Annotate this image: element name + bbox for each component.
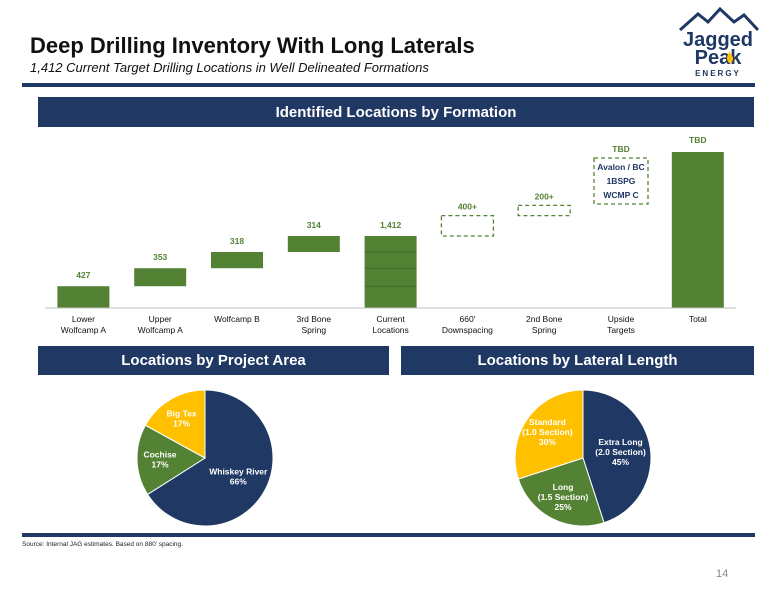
formation-chart-banner: Identified Locations by Formation xyxy=(38,97,754,127)
page-number: 14 xyxy=(716,568,729,580)
bar-value-label: 1,412 xyxy=(380,220,402,230)
pie-slice xyxy=(514,389,584,480)
upside-target-label: WCMP C xyxy=(603,190,638,200)
lateral-length-title: Locations by Lateral Length xyxy=(477,352,678,369)
pie-label: 45% xyxy=(612,457,629,467)
upside-target-label: 1BSPG xyxy=(607,176,636,186)
pie-label: (1.0 Section) xyxy=(522,427,573,437)
upside-target-label: Avalon / BC xyxy=(597,162,644,172)
pie-slice xyxy=(517,457,605,527)
bar-8 xyxy=(671,152,724,308)
pie-label: 30% xyxy=(539,437,556,447)
pie-slice xyxy=(136,424,206,496)
bottom-rule xyxy=(22,533,755,537)
category-label: Locations xyxy=(372,325,408,335)
pie-label: Cochise xyxy=(143,449,176,459)
bar-value-label: TBD xyxy=(612,144,629,154)
project-area-banner: Locations by Project Area xyxy=(38,346,389,375)
bar-2 xyxy=(211,252,263,269)
pie-label: 66% xyxy=(230,476,247,486)
category-label: Downspacing xyxy=(442,325,493,335)
lateral-length-banner: Locations by Lateral Length xyxy=(401,346,754,375)
logo-line2: Peak xyxy=(695,47,743,69)
category-label: 3rd Bone xyxy=(297,314,332,324)
formation-chart-title: Identified Locations by Formation xyxy=(275,103,517,121)
slide-subtitle: 1,412 Current Target Drilling Locations … xyxy=(30,60,429,75)
category-label: Targets xyxy=(607,325,635,335)
bar-4 xyxy=(364,236,417,308)
jagged-peak-logo: Jagged Peak ENERGY xyxy=(679,6,760,78)
pie-label: Standard xyxy=(529,417,566,427)
category-label: 660' xyxy=(459,314,475,324)
pie-slice xyxy=(144,389,206,459)
logo-line1: Jagged xyxy=(683,29,753,51)
category-label: Wolfcamp B xyxy=(214,314,260,324)
pie-label: 25% xyxy=(555,502,572,512)
pie-label: Whiskey River xyxy=(209,466,268,476)
category-label: Wolfcamp A xyxy=(138,325,184,335)
logo-line3: ENERGY xyxy=(695,69,741,78)
category-label: Upper xyxy=(149,314,172,324)
bar-6 xyxy=(517,204,571,217)
bar-value-label: 314 xyxy=(307,220,321,230)
pie-label: 17% xyxy=(152,459,169,469)
pie-label: Big Tex xyxy=(167,408,197,418)
bar-7 xyxy=(593,157,649,205)
bar-1 xyxy=(134,268,187,287)
lateral-length-pie: Extra Long(2.0 Section)45% Long(1.5 Secti… xyxy=(514,389,652,527)
bar-value-label: 400+ xyxy=(458,202,477,212)
category-label: Upside xyxy=(608,314,635,324)
project-area-title: Locations by Project Area xyxy=(121,352,306,369)
source-note: Source: Internal JAG estimates. Based on… xyxy=(22,541,183,548)
pie-slice xyxy=(146,389,274,527)
category-label: Lower xyxy=(72,314,95,324)
bar-3 xyxy=(287,236,340,253)
category-label: Spring xyxy=(302,325,327,335)
category-label: Current xyxy=(376,314,405,324)
bar-0 xyxy=(57,286,110,308)
pie-label: Extra Long xyxy=(598,437,642,447)
bar-value-label: 200+ xyxy=(535,191,554,201)
bar-value-label: TBD xyxy=(689,135,706,145)
category-label: 2nd Bone xyxy=(526,314,563,324)
bar-value-label: 353 xyxy=(153,252,167,262)
pie-label: (2.0 Section) xyxy=(595,447,646,457)
pie-label: (1.5 Section) xyxy=(538,492,589,502)
category-label: Spring xyxy=(532,325,557,335)
category-label: Wolfcamp A xyxy=(61,325,107,335)
pie-label: 17% xyxy=(173,418,190,428)
mountain-icon xyxy=(679,6,760,32)
pie-slice xyxy=(582,389,652,524)
flame-icon xyxy=(727,51,734,63)
top-rule xyxy=(22,83,755,87)
pie-label: Long xyxy=(553,482,574,492)
bar-value-label: 427 xyxy=(76,270,90,280)
bar-value-label: 318 xyxy=(230,236,244,246)
category-label: Total xyxy=(689,314,707,324)
bar-5 xyxy=(440,214,495,237)
slide-title: Deep Drilling Inventory With Long Latera… xyxy=(30,33,475,58)
